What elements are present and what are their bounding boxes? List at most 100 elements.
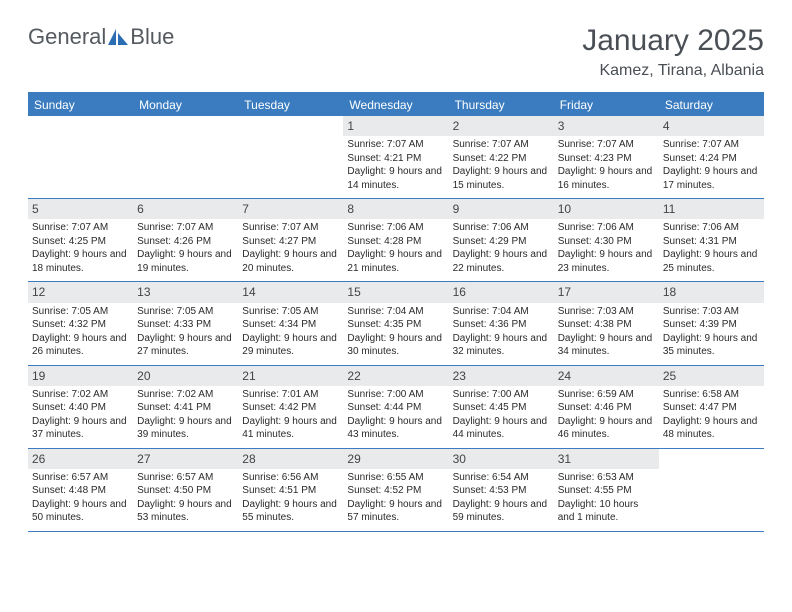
daylight-text: Daylight: 9 hours and 39 minutes. [137, 415, 234, 442]
daylight-text: Daylight: 9 hours and 57 minutes. [347, 498, 444, 525]
week-row: 26Sunrise: 6:57 AMSunset: 4:48 PMDayligh… [28, 449, 764, 532]
day-cell: 31Sunrise: 6:53 AMSunset: 4:55 PMDayligh… [554, 449, 659, 531]
sunrise-text: Sunrise: 7:02 AM [32, 388, 129, 402]
week-row: 19Sunrise: 7:02 AMSunset: 4:40 PMDayligh… [28, 366, 764, 449]
day-number: 3 [554, 116, 659, 136]
day-number: 5 [28, 199, 133, 219]
sunset-text: Sunset: 4:46 PM [558, 401, 655, 415]
day-number [133, 116, 238, 136]
sunrise-text: Sunrise: 7:06 AM [558, 221, 655, 235]
sunset-text: Sunset: 4:29 PM [453, 235, 550, 249]
daylight-text: Daylight: 9 hours and 44 minutes. [453, 415, 550, 442]
day-cell: 15Sunrise: 7:04 AMSunset: 4:35 PMDayligh… [343, 282, 448, 364]
day-number: 19 [28, 366, 133, 386]
day-cell: 16Sunrise: 7:04 AMSunset: 4:36 PMDayligh… [449, 282, 554, 364]
logo-text-general: General [28, 24, 106, 50]
day-cell [659, 449, 764, 531]
sunrise-text: Sunrise: 7:02 AM [137, 388, 234, 402]
title-block: January 2025 Kamez, Tirana, Albania [582, 24, 764, 80]
sunset-text: Sunset: 4:34 PM [242, 318, 339, 332]
day-cell: 10Sunrise: 7:06 AMSunset: 4:30 PMDayligh… [554, 199, 659, 281]
sunrise-text: Sunrise: 7:06 AM [453, 221, 550, 235]
sunrise-text: Sunrise: 7:05 AM [242, 305, 339, 319]
sunset-text: Sunset: 4:30 PM [558, 235, 655, 249]
day-number: 23 [449, 366, 554, 386]
day-number: 22 [343, 366, 448, 386]
daylight-text: Daylight: 9 hours and 17 minutes. [663, 165, 760, 192]
daylight-text: Daylight: 9 hours and 14 minutes. [347, 165, 444, 192]
sunrise-text: Sunrise: 7:05 AM [32, 305, 129, 319]
sunset-text: Sunset: 4:26 PM [137, 235, 234, 249]
day-number: 6 [133, 199, 238, 219]
sunset-text: Sunset: 4:50 PM [137, 484, 234, 498]
sunset-text: Sunset: 4:47 PM [663, 401, 760, 415]
weeks-container: 1Sunrise: 7:07 AMSunset: 4:21 PMDaylight… [28, 116, 764, 532]
daylight-text: Daylight: 9 hours and 16 minutes. [558, 165, 655, 192]
weekday-header-row: SundayMondayTuesdayWednesdayThursdayFrid… [28, 94, 764, 116]
daylight-text: Daylight: 9 hours and 27 minutes. [137, 332, 234, 359]
sunrise-text: Sunrise: 7:03 AM [558, 305, 655, 319]
day-number: 20 [133, 366, 238, 386]
daylight-text: Daylight: 9 hours and 41 minutes. [242, 415, 339, 442]
sunrise-text: Sunrise: 7:07 AM [242, 221, 339, 235]
day-number: 24 [554, 366, 659, 386]
sunrise-text: Sunrise: 7:07 AM [32, 221, 129, 235]
day-cell: 7 Sunrise: 7:07 AMSunset: 4:27 PMDaylight… [238, 199, 343, 281]
daylight-text: Daylight: 9 hours and 25 minutes. [663, 248, 760, 275]
sunrise-text: Sunrise: 6:53 AM [558, 471, 655, 485]
sunset-text: Sunset: 4:27 PM [242, 235, 339, 249]
day-number: 14 [238, 282, 343, 302]
day-cell: 26Sunrise: 6:57 AMSunset: 4:48 PMDayligh… [28, 449, 133, 531]
daylight-text: Daylight: 9 hours and 29 minutes. [242, 332, 339, 359]
sunset-text: Sunset: 4:41 PM [137, 401, 234, 415]
day-cell: 25Sunrise: 6:58 AMSunset: 4:47 PMDayligh… [659, 366, 764, 448]
day-number: 21 [238, 366, 343, 386]
weekday-header: Friday [554, 94, 659, 116]
header: General Blue January 2025 Kamez, Tirana,… [28, 24, 764, 80]
day-cell: 9Sunrise: 7:06 AMSunset: 4:29 PMDaylight… [449, 199, 554, 281]
sunset-text: Sunset: 4:45 PM [453, 401, 550, 415]
daylight-text: Daylight: 10 hours and 1 minute. [558, 498, 655, 525]
daylight-text: Daylight: 9 hours and 43 minutes. [347, 415, 444, 442]
sunset-text: Sunset: 4:32 PM [32, 318, 129, 332]
day-cell: 19Sunrise: 7:02 AMSunset: 4:40 PMDayligh… [28, 366, 133, 448]
day-cell: 4 Sunrise: 7:07 AMSunset: 4:24 PMDaylight… [659, 116, 764, 198]
day-number [659, 449, 764, 469]
day-number: 26 [28, 449, 133, 469]
daylight-text: Daylight: 9 hours and 20 minutes. [242, 248, 339, 275]
sunrise-text: Sunrise: 7:07 AM [137, 221, 234, 235]
sunset-text: Sunset: 4:28 PM [347, 235, 444, 249]
day-cell: 17Sunrise: 7:03 AMSunset: 4:38 PMDayligh… [554, 282, 659, 364]
day-cell: 5Sunrise: 7:07 AMSunset: 4:25 PMDaylight… [28, 199, 133, 281]
day-cell: 21Sunrise: 7:01 AMSunset: 4:42 PMDayligh… [238, 366, 343, 448]
sunrise-text: Sunrise: 7:07 AM [663, 138, 760, 152]
sunset-text: Sunset: 4:24 PM [663, 152, 760, 166]
logo-text-blue: Blue [130, 24, 174, 50]
day-cell: 30Sunrise: 6:54 AMSunset: 4:53 PMDayligh… [449, 449, 554, 531]
day-number: 7 [238, 199, 343, 219]
daylight-text: Daylight: 9 hours and 53 minutes. [137, 498, 234, 525]
sunset-text: Sunset: 4:35 PM [347, 318, 444, 332]
sunrise-text: Sunrise: 7:03 AM [663, 305, 760, 319]
day-cell [133, 116, 238, 198]
day-number: 29 [343, 449, 448, 469]
day-number [28, 116, 133, 136]
daylight-text: Daylight: 9 hours and 32 minutes. [453, 332, 550, 359]
day-cell: 20 Sunrise: 7:02 AMSunset: 4:41 PMDayligh… [133, 366, 238, 448]
day-number: 31 [554, 449, 659, 469]
day-cell: 11Sunrise: 7:06 AMSunset: 4:31 PMDayligh… [659, 199, 764, 281]
day-number: 30 [449, 449, 554, 469]
sunrise-text: Sunrise: 6:59 AM [558, 388, 655, 402]
daylight-text: Daylight: 9 hours and 15 minutes. [453, 165, 550, 192]
daylight-text: Daylight: 9 hours and 23 minutes. [558, 248, 655, 275]
day-cell: 14 Sunrise: 7:05 AMSunset: 4:34 PMDayligh… [238, 282, 343, 364]
day-cell: 3Sunrise: 7:07 AMSunset: 4:23 PMDaylight… [554, 116, 659, 198]
day-number: 4 [659, 116, 764, 136]
day-number: 2 [449, 116, 554, 136]
day-cell: 12Sunrise: 7:05 AMSunset: 4:32 PMDayligh… [28, 282, 133, 364]
daylight-text: Daylight: 9 hours and 30 minutes. [347, 332, 444, 359]
day-cell: 24Sunrise: 6:59 AMSunset: 4:46 PMDayligh… [554, 366, 659, 448]
sunrise-text: Sunrise: 7:05 AM [137, 305, 234, 319]
day-cell: 28Sunrise: 6:56 AMSunset: 4:51 PMDayligh… [238, 449, 343, 531]
week-row: 12Sunrise: 7:05 AMSunset: 4:32 PMDayligh… [28, 282, 764, 365]
